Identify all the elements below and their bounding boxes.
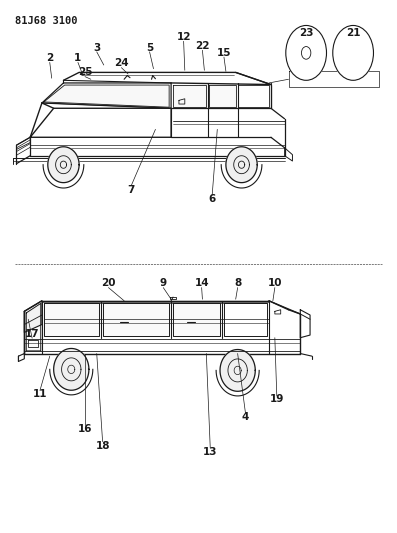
Polygon shape (48, 147, 79, 183)
Circle shape (333, 26, 374, 80)
Polygon shape (210, 85, 235, 107)
Text: 25: 25 (78, 67, 92, 77)
Polygon shape (173, 85, 206, 107)
Text: 10: 10 (268, 278, 282, 288)
Text: 7: 7 (127, 185, 135, 195)
Text: 12: 12 (176, 32, 191, 42)
Text: 15: 15 (217, 48, 231, 58)
Text: 18: 18 (95, 441, 110, 451)
Text: 81J68 3100: 81J68 3100 (15, 16, 77, 26)
Text: 14: 14 (194, 278, 209, 288)
Text: 20: 20 (101, 278, 116, 288)
Polygon shape (220, 350, 255, 391)
Text: 1: 1 (74, 53, 81, 63)
Polygon shape (54, 349, 89, 390)
Text: 11: 11 (33, 389, 47, 399)
Polygon shape (103, 304, 169, 336)
Text: 3: 3 (93, 43, 100, 53)
Circle shape (286, 26, 326, 80)
Text: 2: 2 (46, 53, 53, 63)
Text: 5: 5 (146, 43, 153, 53)
Text: 16: 16 (78, 424, 92, 434)
Text: 23: 23 (299, 28, 313, 38)
Text: 19: 19 (270, 394, 284, 405)
Polygon shape (44, 85, 169, 107)
Polygon shape (44, 304, 98, 336)
Text: 24: 24 (114, 59, 129, 68)
Text: 4: 4 (242, 412, 249, 422)
Text: 17: 17 (25, 329, 39, 339)
Polygon shape (25, 301, 42, 332)
Text: 6: 6 (208, 194, 216, 204)
Text: 8: 8 (234, 278, 241, 288)
Text: 9: 9 (160, 278, 167, 288)
Text: 21: 21 (346, 28, 360, 38)
Text: 22: 22 (195, 41, 210, 51)
Text: 13: 13 (203, 447, 218, 457)
Polygon shape (226, 147, 257, 183)
Polygon shape (27, 304, 40, 350)
Polygon shape (173, 304, 220, 336)
